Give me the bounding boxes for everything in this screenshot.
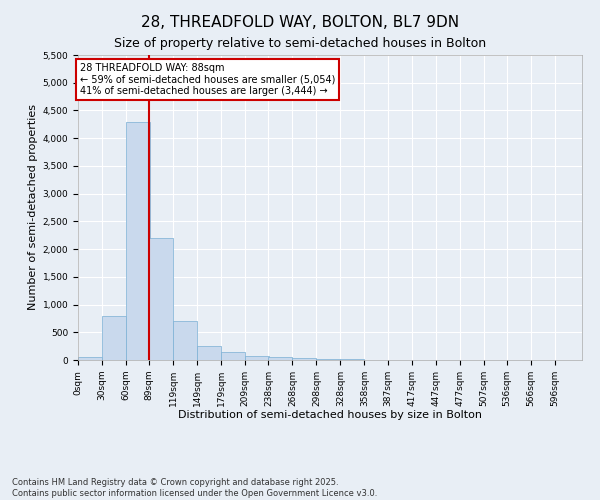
Bar bbox=[316, 359, 340, 360]
Bar bbox=[268, 357, 292, 360]
Bar bbox=[102, 316, 126, 360]
Y-axis label: Number of semi-detached properties: Number of semi-detached properties bbox=[28, 104, 38, 310]
Bar bbox=[173, 321, 197, 360]
Bar bbox=[126, 122, 150, 360]
Bar bbox=[149, 238, 173, 360]
Bar bbox=[78, 357, 102, 360]
Bar bbox=[197, 346, 221, 360]
X-axis label: Distribution of semi-detached houses by size in Bolton: Distribution of semi-detached houses by … bbox=[178, 410, 482, 420]
Bar bbox=[221, 352, 245, 360]
Text: Size of property relative to semi-detached houses in Bolton: Size of property relative to semi-detach… bbox=[114, 38, 486, 51]
Text: Contains HM Land Registry data © Crown copyright and database right 2025.
Contai: Contains HM Land Registry data © Crown c… bbox=[12, 478, 377, 498]
Text: 28 THREADFOLD WAY: 88sqm
← 59% of semi-detached houses are smaller (5,054)
41% o: 28 THREADFOLD WAY: 88sqm ← 59% of semi-d… bbox=[80, 62, 335, 96]
Bar bbox=[245, 356, 269, 360]
Bar bbox=[292, 358, 316, 360]
Text: 28, THREADFOLD WAY, BOLTON, BL7 9DN: 28, THREADFOLD WAY, BOLTON, BL7 9DN bbox=[141, 15, 459, 30]
